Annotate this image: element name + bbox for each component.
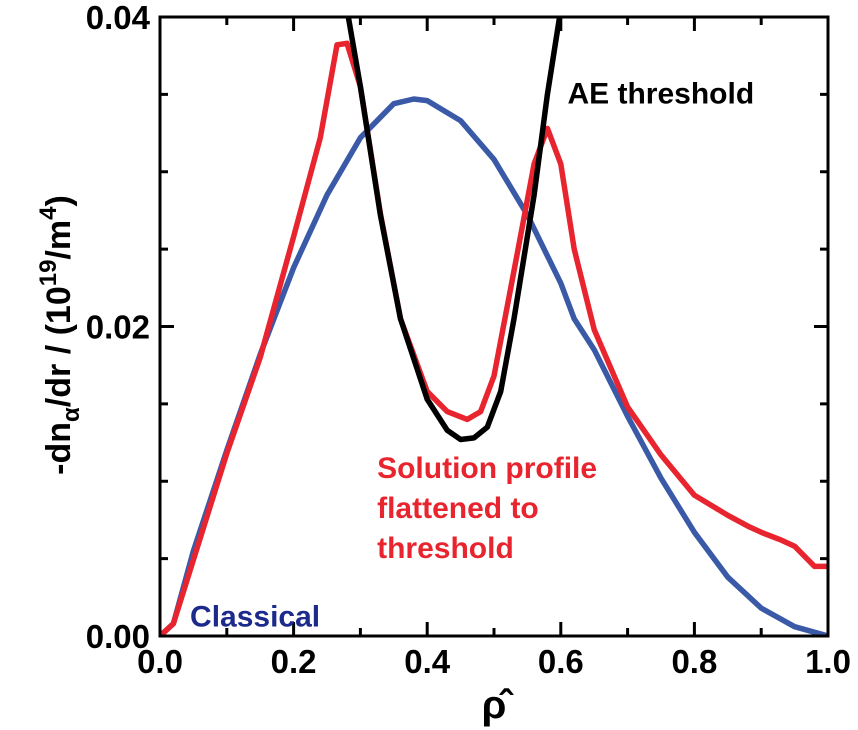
x-tick-label: 1.0	[805, 643, 851, 680]
series-line-ae-threshold	[347, 9, 561, 439]
y-axis-title: -dnα/dr / (1019/m4)	[35, 195, 85, 475]
x-tick-label: 0.4	[404, 643, 451, 680]
x-tick-label: 0.6	[538, 643, 584, 680]
annotation-solution: Solution profile flattened to threshold	[377, 452, 597, 565]
annotations: AE threshold Solution profile flattened to…	[190, 78, 754, 634]
y-tick-label: 0.04	[86, 0, 151, 36]
y-tick-label: 0.02	[86, 309, 150, 346]
annotation-classical: Classical	[190, 601, 320, 634]
x-axis-title: ρ̂	[482, 683, 515, 727]
x-tick-label: 0.8	[671, 643, 717, 680]
y-tick-label: 0.00	[86, 618, 150, 655]
annotation-ae: AE threshold	[567, 78, 754, 111]
x-tick-label: 0.2	[271, 643, 317, 680]
